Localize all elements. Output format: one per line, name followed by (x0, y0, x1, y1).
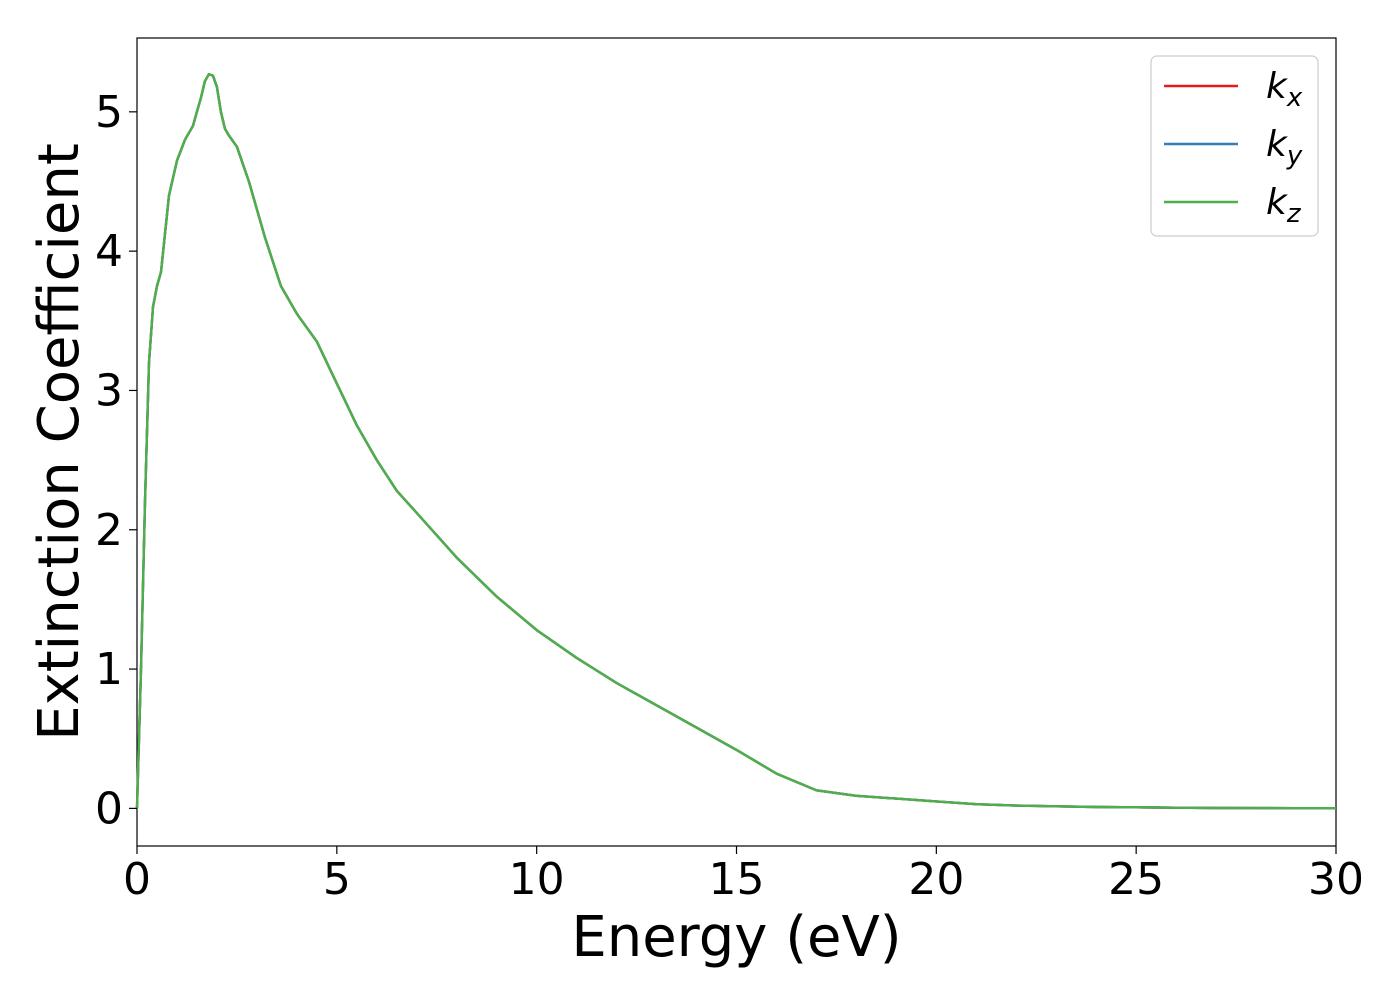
y-tick-label: 0 (95, 783, 123, 834)
y-tick-label: 2 (95, 505, 123, 556)
y-axis-label: Extinction Coefficient (27, 143, 92, 741)
plot-area: 0 5 10 15 20 25 30 0 1 2 3 4 5 (95, 37, 1364, 905)
x-tick-label: 30 (1308, 854, 1364, 905)
legend-entry-main: k (1266, 66, 1289, 107)
x-tick-label: 25 (1108, 854, 1164, 905)
legend-entry: ky (1266, 124, 1303, 171)
x-tick-label: 15 (709, 854, 765, 905)
y-tick-label: 3 (95, 365, 123, 416)
x-tick-label: 5 (323, 854, 351, 905)
x-tick-label: 10 (509, 854, 565, 905)
axes-frame (136, 37, 1337, 847)
legend-entry: kz (1266, 182, 1302, 229)
legend-box (1150, 55, 1319, 237)
legend-entry-subscript: y (1286, 141, 1303, 171)
y-tick-label: 1 (95, 644, 123, 695)
legend-entry-main: k (1266, 182, 1289, 223)
series-line-kz (135, 73, 1336, 810)
y-tick-label: 4 (95, 226, 123, 277)
legend-entry: kx (1266, 66, 1303, 113)
x-tick-label: 20 (908, 854, 964, 905)
x-axis-ticks: 0 5 10 15 20 25 30 (123, 846, 1364, 905)
y-axis-ticks: 0 1 2 3 4 5 (95, 87, 137, 834)
x-tick-label: 0 (123, 854, 151, 905)
legend-entry-subscript: x (1286, 83, 1303, 113)
series-layer (135, 73, 1336, 810)
legend-entry-main: k (1266, 124, 1289, 165)
x-axis-label: Energy (eV) (571, 905, 901, 970)
y-tick-label: 5 (95, 87, 123, 138)
legend-entry-subscript: z (1286, 199, 1302, 229)
